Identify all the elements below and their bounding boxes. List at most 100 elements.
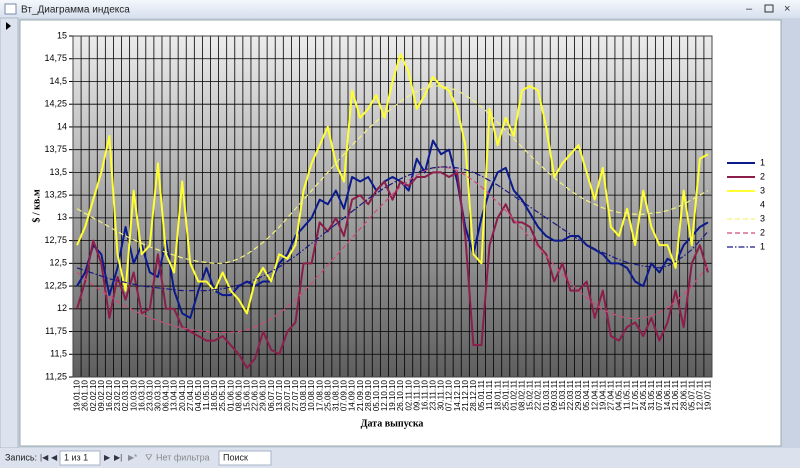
x-tick-label: 15.03.11 xyxy=(558,379,567,410)
x-tick-label: 05.04.11 xyxy=(582,379,591,410)
x-tick-label: 23.11.10 xyxy=(429,379,438,410)
x-tick-label: 21.06.11 xyxy=(671,379,680,410)
window-title: Вт_Диаграмма индекса xyxy=(21,5,130,16)
x-tick-label: 22.03.11 xyxy=(566,379,575,410)
x-tick-label: 13.04.10 xyxy=(170,379,179,411)
x-tick-label: 07.12.10 xyxy=(445,379,454,411)
y-tick-label: 11,75 xyxy=(45,326,67,336)
x-tick-label: 27.04.10 xyxy=(186,379,195,411)
x-tick-label: 16.11.10 xyxy=(420,379,429,410)
legend-label: 3 xyxy=(760,185,765,195)
x-tick-label: 19.04.11 xyxy=(598,379,607,410)
maximize-button[interactable] xyxy=(764,4,774,13)
x-tick-label: 18.01.11 xyxy=(493,379,502,410)
x-tick-label: 06.04.10 xyxy=(162,379,171,411)
y-tick-label: 14,75 xyxy=(44,53,67,63)
x-tick-label: 19.01.10 xyxy=(73,379,82,411)
filter-status[interactable]: Нет фильтра xyxy=(156,452,210,462)
plot-border xyxy=(72,35,713,378)
x-tick-label: 14.12.10 xyxy=(453,379,462,411)
x-tick-label: 01.03.11 xyxy=(542,379,551,410)
x-tick-label: 09.11.10 xyxy=(412,379,421,410)
x-tick-label: 25.01.11 xyxy=(501,379,510,410)
y-tick-label: 12,5 xyxy=(49,258,67,268)
x-tick-label: 01.06.10 xyxy=(226,379,235,411)
x-tick-label: 27.04.11 xyxy=(607,379,616,410)
x-tick-label: 04.05.11 xyxy=(615,379,624,410)
record-position: 1 из 1 xyxy=(64,452,88,462)
legend-label: 4 xyxy=(760,199,765,209)
form-icon xyxy=(4,3,17,15)
x-tick-label: 22.06.10 xyxy=(251,379,260,411)
x-tick-label: 17.05.11 xyxy=(631,379,640,410)
x-tick-label: 15.02.11 xyxy=(526,379,535,410)
series-line xyxy=(76,85,709,264)
x-tick-label: 01.02.11 xyxy=(509,379,518,410)
x-tick-label: 20.04.10 xyxy=(178,379,187,411)
x-tick-label: 12.07.11 xyxy=(695,379,704,410)
y-tick-label: 13,75 xyxy=(44,144,67,154)
x-tick-label: 08.06.10 xyxy=(234,379,243,411)
prev-record-button[interactable]: ◀ xyxy=(51,453,58,462)
close-button[interactable]: × xyxy=(784,3,790,15)
x-tick-label: 03.08.10 xyxy=(299,379,308,411)
record-selector[interactable] xyxy=(0,17,19,449)
x-tick-label: 07.09.10 xyxy=(340,379,349,411)
x-tick-label: 30.03.10 xyxy=(154,379,163,411)
last-record-button[interactable]: ▶| xyxy=(114,453,122,462)
legend-label: 2 xyxy=(760,227,765,237)
legend-label: 1 xyxy=(760,157,765,167)
new-record-button[interactable]: ▶* xyxy=(128,453,137,462)
x-tick-label: 05.10.10 xyxy=(372,379,381,411)
y-tick-label: 13,5 xyxy=(49,167,67,177)
series-line xyxy=(76,166,709,292)
x-tick-label: 16.02.10 xyxy=(105,379,114,411)
x-tick-label: 27.07.10 xyxy=(291,379,300,411)
x-tick-label: 19.10.10 xyxy=(388,379,397,411)
status-bar xyxy=(0,448,800,468)
x-tick-label: 29.03.11 xyxy=(574,379,583,410)
x-tick-label: 09.03.11 xyxy=(550,379,559,410)
series-line xyxy=(76,166,709,334)
series-line xyxy=(76,53,709,315)
record-box[interactable] xyxy=(59,450,101,466)
x-tick-label: 05.01.11 xyxy=(477,379,486,410)
x-tick-label: 31.05.11 xyxy=(647,379,656,410)
x-tick-label: 28.06.11 xyxy=(679,379,688,410)
search-box[interactable] xyxy=(218,450,272,466)
x-tick-label: 25.05.10 xyxy=(218,379,227,411)
y-tick-label: 14 xyxy=(57,121,67,131)
y-tick-label: 12,75 xyxy=(44,235,67,245)
x-tick-label: 15.06.10 xyxy=(243,379,252,411)
y-tick-label: 14,5 xyxy=(49,76,67,86)
x-tick-label: 29.06.10 xyxy=(259,379,268,411)
legend-label: 1 xyxy=(760,241,765,251)
legend-label: 2 xyxy=(760,171,765,181)
x-tick-label: 14.06.11 xyxy=(663,379,672,410)
x-tick-label: 12.10.10 xyxy=(380,379,389,411)
series-line xyxy=(76,139,709,319)
search-text: Поиск xyxy=(223,452,248,462)
x-tick-label: 13.07.10 xyxy=(275,379,284,411)
x-tick-label: 18.05.10 xyxy=(210,379,219,411)
x-tick-label: 07.06.11 xyxy=(655,379,664,410)
filter-icon: ⛛ xyxy=(145,452,153,462)
next-record-button[interactable]: ▶ xyxy=(104,453,111,462)
y-tick-label: 11,25 xyxy=(45,371,67,381)
x-tick-label: 23.03.10 xyxy=(145,379,154,411)
x-tick-label: 04.05.10 xyxy=(194,379,203,411)
plot-area xyxy=(73,36,712,377)
y-tick-label: 13 xyxy=(57,212,67,222)
x-tick-label: 20.07.10 xyxy=(283,379,292,411)
x-tick-label: 02.03.10 xyxy=(121,379,130,411)
y-tick-label: 13,25 xyxy=(44,190,67,200)
minimize-button[interactable]: – xyxy=(746,3,753,15)
first-record-button[interactable]: |◀ xyxy=(40,453,49,462)
x-axis-title: Дата выпуска xyxy=(361,418,424,429)
x-tick-label: 06.07.10 xyxy=(267,379,276,411)
x-tick-label: 25.08.10 xyxy=(323,379,332,411)
x-tick-label: 11.05.10 xyxy=(202,379,211,410)
y-tick-label: 12,25 xyxy=(44,280,67,290)
